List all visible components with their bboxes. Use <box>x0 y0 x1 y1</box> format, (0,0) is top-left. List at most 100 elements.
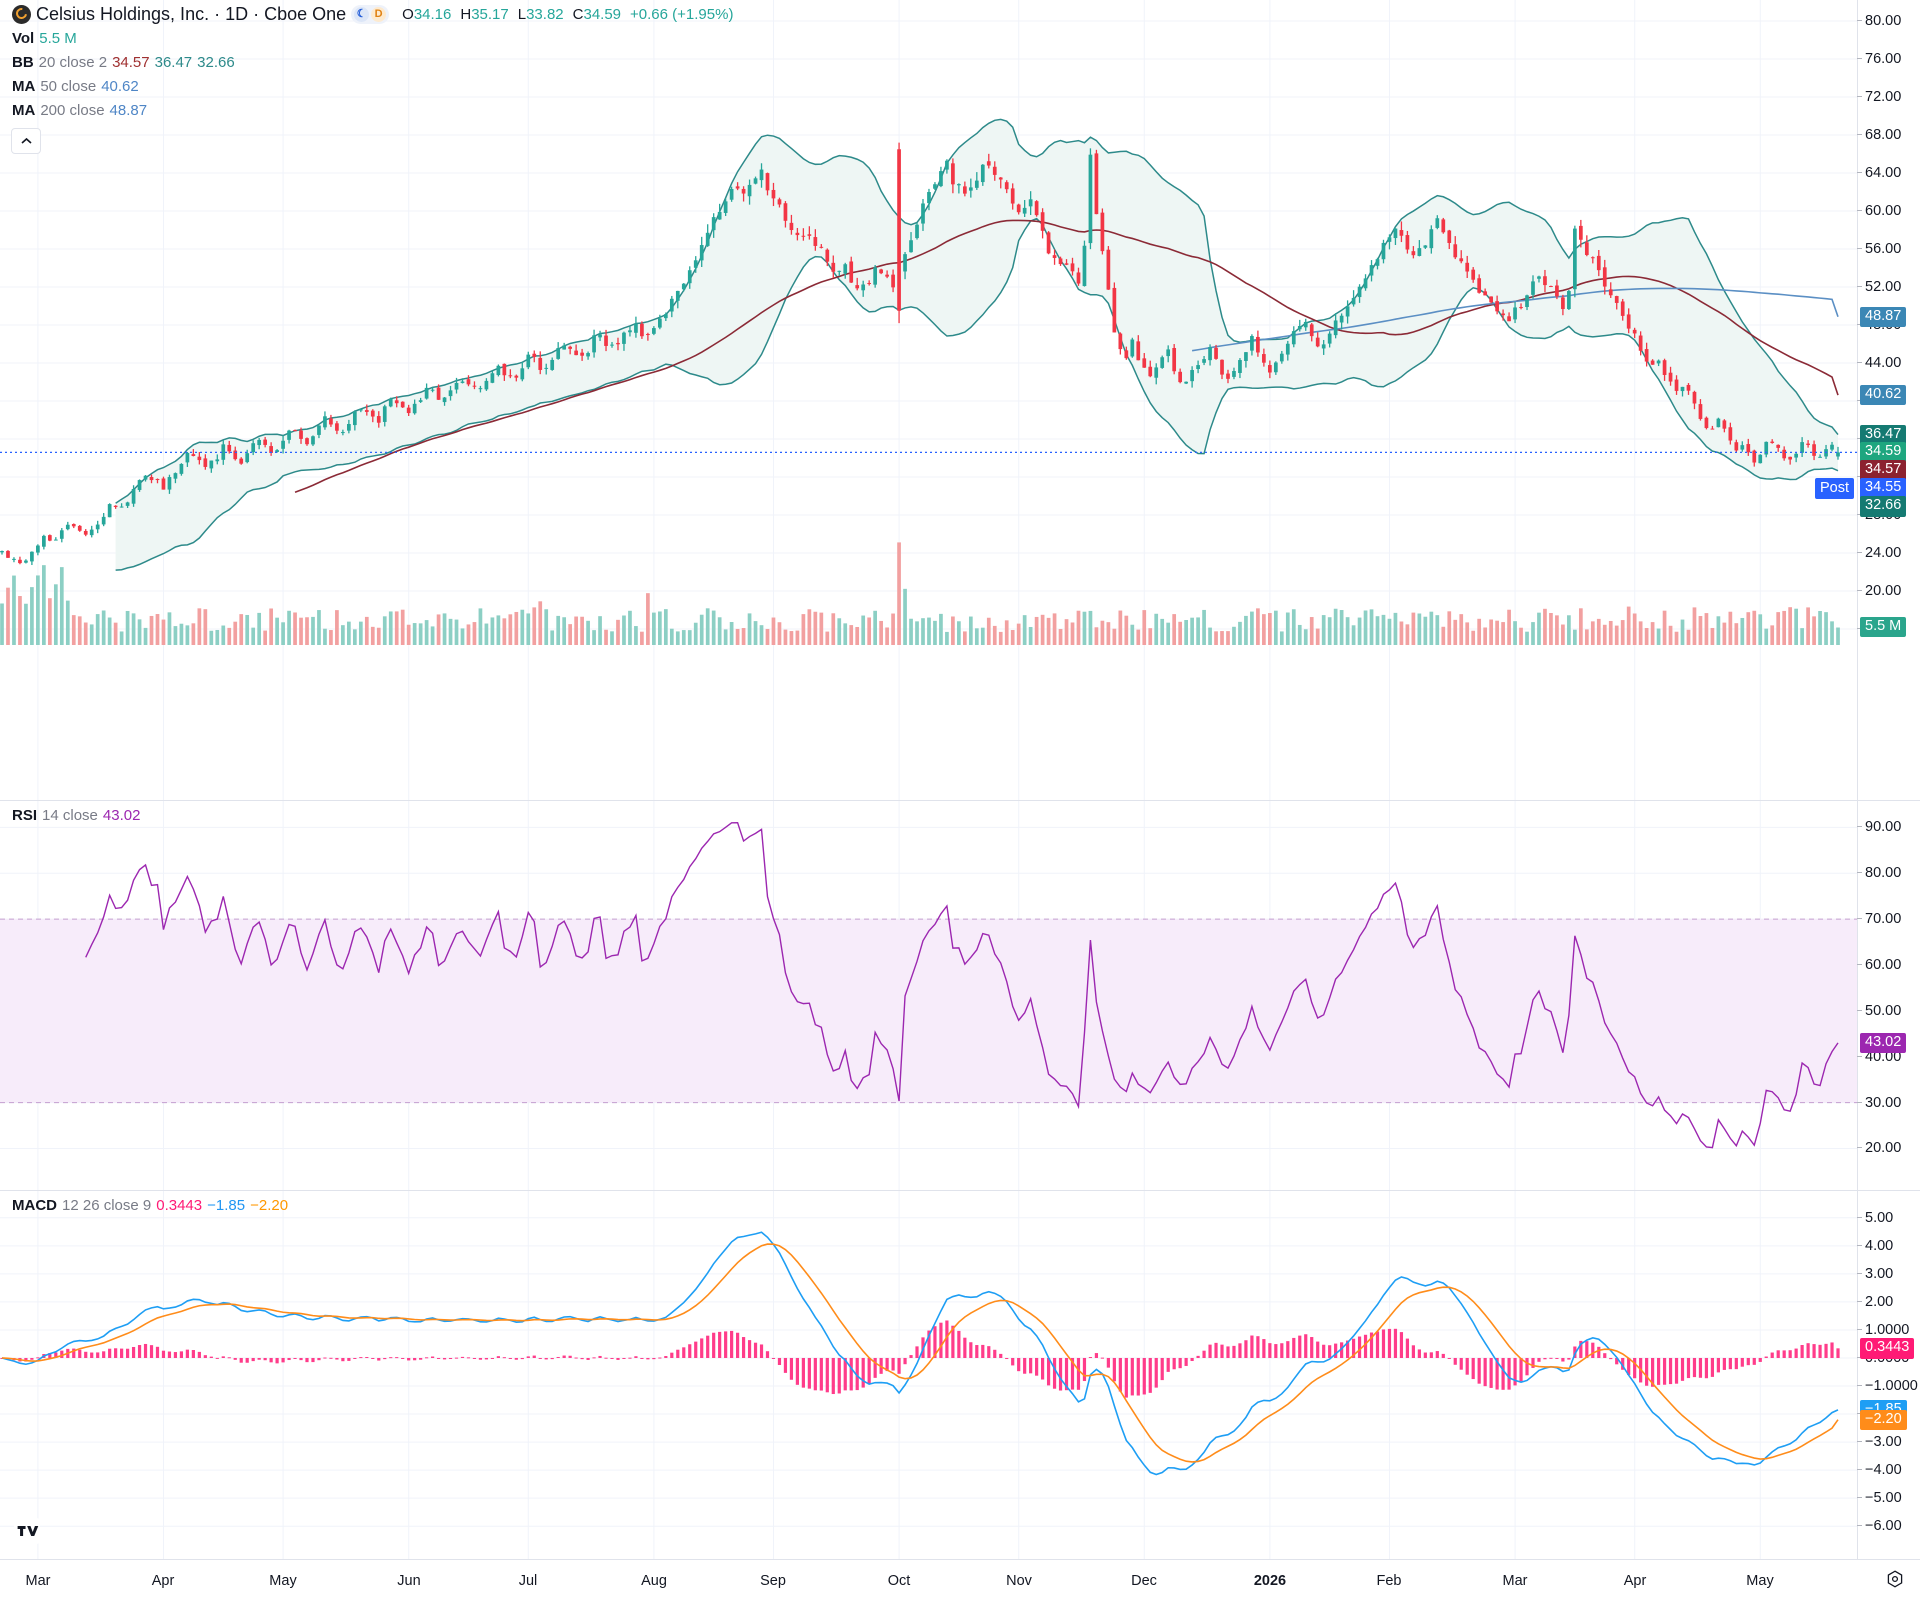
ma200-legend-params: 200 close <box>40 101 105 119</box>
axis-tick-mark <box>1857 134 1862 135</box>
session-badges[interactable]: ☾ D <box>351 4 390 24</box>
axis-tick-label: 60.00 <box>1865 956 1902 973</box>
ohlc-close-value: 34.59 <box>583 5 622 23</box>
rsi-pane[interactable] <box>0 801 1857 1190</box>
macd-axis-tick: −6.00 <box>1857 1518 1902 1535</box>
bb-basis-price-tag[interactable]: 34.57 <box>1860 460 1907 481</box>
axis-tick-label: 4.00 <box>1865 1237 1894 1254</box>
axis-tick-mark <box>1857 1525 1862 1527</box>
rsi-axis-tick: 30.00 <box>1857 1095 1901 1111</box>
macd-legend[interactable]: MACD 12 26 close 9 0.3443 −1.85 −2.20 <box>12 1193 288 1217</box>
symbol-title[interactable]: Celsius Holdings, Inc. · 1D · Cboe One <box>36 3 347 24</box>
macd-chart-canvas[interactable] <box>0 1191 1857 1559</box>
axis-tick-mark <box>1857 826 1862 828</box>
volume-tag[interactable]: 5.5 M <box>1860 617 1907 638</box>
macd-axis-tick: −3.00 <box>1857 1435 1902 1450</box>
axis-tick-label: 24.00 <box>1865 545 1902 561</box>
price-axis-tick: 80.00 <box>1857 13 1902 29</box>
rsi-legend[interactable]: RSI 14 close 43.02 <box>12 803 140 827</box>
axis-tick-label: 2.00 <box>1865 1293 1894 1310</box>
price-axis-line <box>1857 0 1858 1559</box>
ohlc-close-key: C <box>572 5 584 23</box>
volume-legend-name: Vol <box>12 29 35 47</box>
macd-axis-tick: 4.00 <box>1857 1237 1894 1254</box>
axis-tick-mark <box>1857 324 1862 325</box>
bb-lower-price-tag[interactable]: 32.66 <box>1860 496 1907 517</box>
price-axis-tick: 52.00 <box>1857 279 1902 295</box>
axis-tick-label: 52.00 <box>1865 279 1902 295</box>
bb-upper-price-tag[interactable]: 36.47 <box>1860 424 1907 445</box>
time-axis-label: Sep <box>760 1573 786 1589</box>
price-axis-tick: 60.00 <box>1857 204 1901 219</box>
rsi-axis-tick: 70.00 <box>1857 911 1902 928</box>
axis-tick-mark <box>1857 476 1862 477</box>
macd-axis-tick: 1.0000 <box>1857 1323 1909 1338</box>
chart-settings-icon[interactable] <box>1884 1569 1906 1591</box>
pane-divider-2 <box>0 1190 1920 1191</box>
volume-legend[interactable]: Vol 5.5 M <box>12 26 733 50</box>
time-axis-label: 2026 <box>1253 1573 1287 1589</box>
macd-signal-tag[interactable]: −2.20 <box>1860 1409 1907 1430</box>
price-axis-tick: 68.00 <box>1857 128 1901 143</box>
macd-pane[interactable] <box>0 1191 1857 1559</box>
axis-tick-label: 40.00 <box>1865 1048 1902 1065</box>
time-axis-label: Feb <box>1376 1573 1402 1589</box>
ma50-legend-params: 50 close <box>40 77 97 95</box>
axis-tick-label: 50.00 <box>1865 1002 1902 1019</box>
ohlc-open-key: O <box>402 5 414 23</box>
axis-tick-label: 64.00 <box>1865 165 1902 181</box>
rsi-chart-canvas[interactable] <box>0 801 1857 1190</box>
price-pane[interactable] <box>0 0 1857 800</box>
last-close-price-tag[interactable]: 34.59 <box>1860 442 1907 463</box>
ma50-legend[interactable]: MA 50 close 40.62 <box>12 74 733 98</box>
post-market-price-tag[interactable]: 34.55 <box>1860 478 1907 499</box>
ma200-legend[interactable]: MA 200 close 48.87 <box>12 98 733 122</box>
rsi-axis-tick: 50.00 <box>1857 1002 1902 1019</box>
axis-tick-mark <box>1857 438 1862 439</box>
axis-tick-mark <box>1857 1385 1862 1387</box>
collapse-legend-button[interactable] <box>11 128 41 154</box>
axis-tick-mark <box>1857 514 1862 515</box>
bb-legend-name: BB <box>12 53 34 71</box>
bb-basis-value: 34.57 <box>112 53 150 71</box>
axis-tick-label: 56.00 <box>1865 241 1902 257</box>
badge-c-icon[interactable]: ☾ <box>354 6 370 22</box>
rsi-axis-tick: 80.00 <box>1857 865 1902 882</box>
bb-legend[interactable]: BB 20 close 2 34.57 36.47 32.66 <box>12 50 733 74</box>
axis-tick-mark <box>1857 1216 1862 1218</box>
rsi-axis-tick: 60.00 <box>1857 956 1902 973</box>
axis-tick-label: 80.00 <box>1865 865 1902 882</box>
axis-tick-label: 20.00 <box>1865 1140 1902 1157</box>
symbol-title-row[interactable]: Celsius Holdings, Inc. · 1D · Cboe One ☾… <box>12 2 733 26</box>
macd-histogram-tag[interactable]: 0.3443 <box>1860 1338 1915 1359</box>
time-axis-label: Aug <box>641 1573 667 1589</box>
axis-tick-mark <box>1857 58 1862 59</box>
rsi-value-tag[interactable]: 43.02 <box>1860 1032 1907 1054</box>
macd-axis-tick: −4.00 <box>1857 1463 1902 1478</box>
time-axis[interactable]: Mar Apr May Jun Jul Aug Sep Oct Nov Dec 2026 Feb Mar… <box>0 1559 1920 1601</box>
rsi-axis-tick: 90.00 <box>1857 820 1901 835</box>
time-axis-label: Mar <box>25 1573 51 1589</box>
axis-tick-mark <box>1857 1497 1862 1499</box>
axis-tick-mark <box>1857 1441 1862 1443</box>
tradingview-logo-icon[interactable] <box>14 1518 40 1544</box>
axis-tick-mark <box>1857 1300 1862 1302</box>
ma200-price-tag[interactable]: 48.87 <box>1860 306 1907 327</box>
rsi-legend-params: 14 close <box>42 806 98 824</box>
macd-axis-tick: 2.00 <box>1857 1293 1894 1310</box>
axis-tick-label: 80.00 <box>1865 13 1902 29</box>
axis-tick-label: −6.00 <box>1865 1518 1902 1535</box>
price-axis[interactable]: 80.00 76.00 72.00 68.00 64.00 60.00 56.00 52.00… <box>1815 0 1920 1600</box>
ma50-price-tag[interactable]: 40.62 <box>1860 385 1907 406</box>
axis-tick-mark <box>1857 248 1862 249</box>
price-axis-tick: 76.00 <box>1857 52 1901 67</box>
axis-tick-label: 3.00 <box>1865 1265 1894 1282</box>
axis-tick-mark <box>1857 628 1862 629</box>
price-chart-canvas[interactable] <box>0 0 1857 800</box>
macd-legend-name: MACD <box>12 1196 57 1214</box>
ma50-legend-name: MA <box>12 77 36 95</box>
rsi-axis-tick: 20.00 <box>1857 1140 1902 1157</box>
price-axis-tick: 24.00 <box>1857 545 1902 561</box>
badge-d-icon[interactable]: D <box>371 6 387 22</box>
axis-tick-label: 70.00 <box>1865 911 1902 928</box>
